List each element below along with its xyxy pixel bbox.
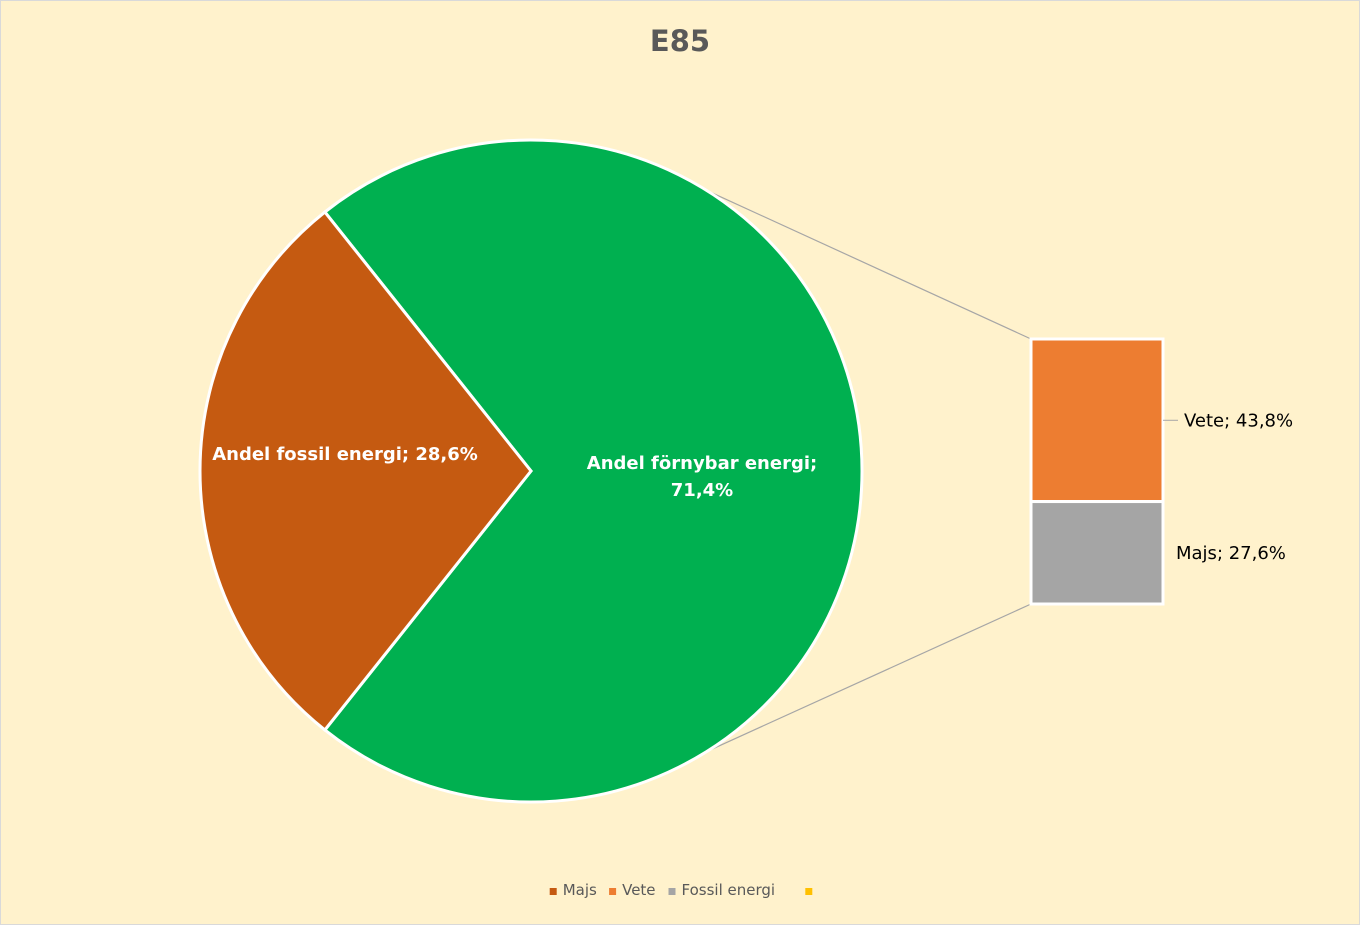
legend-swatch-fossil-energi [668, 888, 676, 895]
bar-label-majs: Majs; 27,6% [1176, 543, 1286, 564]
pie [198, 138, 864, 804]
pie-label-andel-fossil-energi: Andel fossil energi; 28,6% [212, 444, 478, 465]
legend: Majs Vete Fossil energi [549, 881, 813, 899]
legend-label-vete: Vete [622, 881, 655, 899]
connector-line-bottom [706, 603, 1032, 753]
stacked-bar [1029, 337, 1165, 606]
pie-label-andel-fornybar-energi-value: 71,4% [671, 480, 733, 501]
bar-segment-vete [1029, 337, 1165, 504]
pie-slice-andel-fossil-energi [198, 209, 533, 733]
legend-swatch-majs [549, 888, 557, 895]
pie-label-andel-fornybar-energi: Andel förnybar energi; [587, 453, 817, 474]
legend-swatch-vete [609, 888, 617, 895]
connector-lines [706, 189, 1032, 753]
connector-line-top [706, 189, 1032, 340]
legend-label-fossil-energi: Fossil energi [682, 881, 776, 899]
chart-title: E85 [650, 24, 710, 58]
data-labels: Andel fossil energi; 28,6% Andel förnybar… [212, 410, 1293, 564]
legend-swatch-entry-4 [805, 888, 813, 895]
bar-label-vete: Vete; 43,8% [1184, 410, 1293, 431]
pie-slice-andel-fornybar-energi [322, 138, 864, 804]
legend-label-majs: Majs [563, 881, 597, 899]
bar-segment-majs [1029, 500, 1165, 606]
